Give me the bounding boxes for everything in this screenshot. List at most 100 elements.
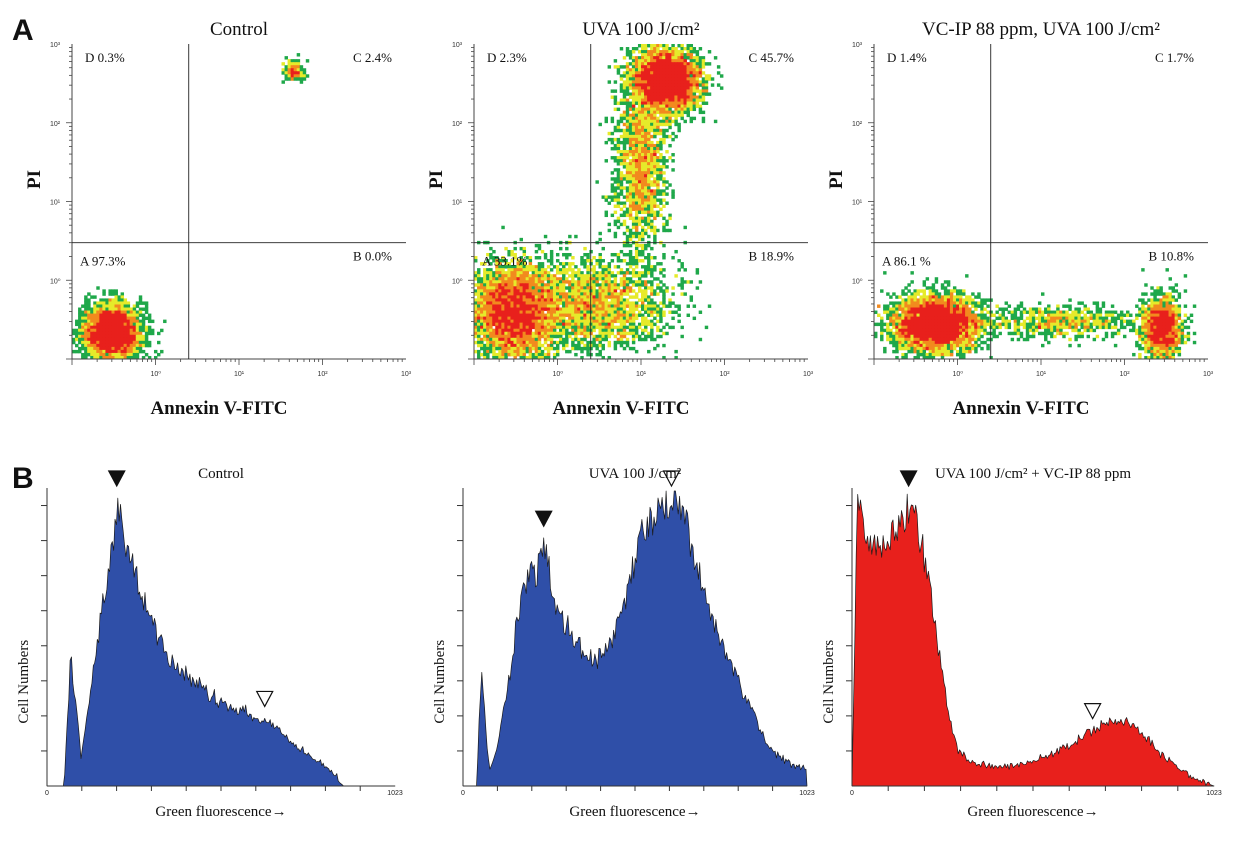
density-cell (886, 334, 890, 339)
density-cell (653, 171, 657, 175)
density-cell (504, 283, 508, 287)
density-cell (534, 355, 539, 360)
density-cell (610, 292, 615, 296)
density-cell (1034, 316, 1039, 321)
density-cell (647, 159, 651, 163)
density-cell (653, 301, 657, 305)
density-cell (528, 313, 533, 317)
density-cell (1138, 310, 1142, 314)
density-cell (625, 228, 630, 233)
density-cell (534, 352, 539, 357)
density-cell (1153, 304, 1157, 308)
density-cell (135, 328, 140, 333)
density-cell (889, 295, 893, 299)
density-cell (543, 304, 548, 308)
density-cell (647, 50, 651, 54)
density-cell (622, 159, 627, 163)
density-cell (114, 325, 118, 330)
density-cell (601, 277, 605, 281)
density-cell (634, 165, 639, 169)
density-cell (962, 304, 966, 308)
density-cell (543, 252, 548, 257)
density-cell (1162, 334, 1166, 339)
density-cell (653, 180, 657, 184)
density-cell (680, 95, 684, 99)
density-cell (677, 283, 681, 287)
density-cell (99, 307, 103, 311)
density-cell (968, 298, 972, 302)
density-cell (504, 289, 508, 293)
density-cell (689, 65, 694, 69)
density-cell (492, 259, 496, 263)
density-cell (1083, 328, 1087, 333)
density-cell (81, 352, 85, 357)
density-cell (674, 65, 678, 69)
density-cell (1050, 313, 1054, 317)
density-cell (1165, 292, 1169, 296)
density-cell (619, 150, 624, 154)
density-cell (1165, 301, 1169, 305)
density-cell (628, 146, 633, 151)
density-cell (689, 89, 694, 93)
density-cell (483, 286, 487, 290)
density-cell (637, 177, 642, 181)
density-cell (662, 77, 666, 81)
density-cell (695, 53, 700, 57)
density-cell (141, 340, 146, 345)
density-cell (147, 340, 152, 345)
density-cell (111, 331, 115, 336)
density-cell (144, 343, 149, 348)
density-cell (641, 165, 645, 169)
density-cell (904, 340, 908, 345)
density-cell (120, 313, 125, 317)
density-cell (498, 277, 502, 281)
density-cell (501, 298, 505, 302)
density-cell (637, 195, 642, 199)
density-cell (477, 292, 481, 296)
density-cell (616, 225, 621, 230)
density-cell (598, 340, 602, 345)
density-cell (686, 113, 690, 118)
density-cell (1056, 331, 1060, 336)
density-cell (87, 298, 91, 302)
density-cell (598, 343, 602, 348)
density-cell (653, 195, 657, 199)
density-cell (659, 119, 663, 124)
density-cell (650, 325, 654, 330)
density-cell (1177, 340, 1182, 345)
density-cell (641, 162, 645, 166)
density-cell (1162, 331, 1166, 336)
density-cell (1037, 319, 1042, 324)
density-cell (949, 340, 954, 345)
density-cell (555, 301, 560, 305)
density-cell (595, 307, 599, 311)
density-cell (93, 346, 97, 351)
density-cell (637, 231, 642, 236)
density-cell (513, 295, 517, 299)
density-cell (628, 331, 633, 336)
density-cell (901, 316, 905, 321)
density-cell (965, 310, 969, 314)
density-cell (141, 334, 146, 339)
density-cell (634, 265, 639, 269)
density-cell (580, 262, 584, 266)
density-cell (519, 289, 523, 293)
density-cell (665, 201, 669, 205)
density-cell (686, 304, 690, 308)
density-cell (613, 295, 618, 299)
density-cell (644, 280, 648, 284)
density-cell (507, 331, 511, 336)
density-cell (631, 174, 636, 178)
density-cell (631, 334, 636, 339)
density-cell (1022, 337, 1027, 342)
density-cell (583, 277, 587, 281)
density-cell (108, 298, 112, 302)
density-cell (625, 128, 630, 133)
density-cell (510, 328, 514, 333)
density-cell (613, 192, 618, 196)
density-cell (616, 310, 621, 314)
density-cell (671, 301, 675, 305)
density-cell (625, 343, 630, 348)
density-cell (922, 298, 927, 302)
density-cell (616, 156, 621, 160)
